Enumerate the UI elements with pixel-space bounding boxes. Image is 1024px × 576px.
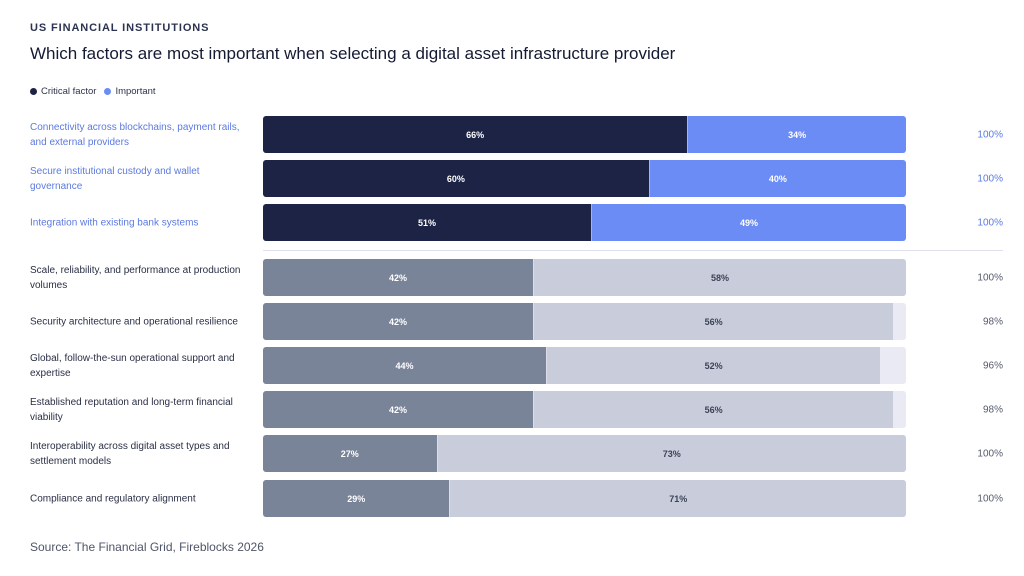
row-label: Security architecture and operational re…	[30, 316, 238, 327]
row-label: Secure institutional custody and wallet …	[30, 165, 200, 192]
bar-segment-critical: 42%	[263, 391, 534, 428]
row-label: Interoperability across digital asset ty…	[30, 440, 230, 467]
legend-item-important: Important	[104, 86, 156, 97]
bar-segment-important: 40%	[648, 160, 906, 197]
source-note: Source: The Financial Grid, Fireblocks 2…	[30, 540, 264, 554]
bar-track: 44% 52%	[263, 347, 906, 384]
chart-title: Which factors are most important when se…	[30, 44, 676, 63]
row-total: 100%	[977, 129, 1003, 140]
bar-track: 42% 58%	[263, 259, 906, 296]
chart-row: Interoperability across digital asset ty…	[0, 435, 1024, 472]
chart-row: Compliance and regulatory alignment 29% 71…	[0, 480, 1024, 517]
bar-segment-critical: 51%	[263, 204, 591, 241]
group-divider	[263, 250, 1003, 251]
bar-track: 29% 71%	[263, 480, 906, 517]
chart-row: Secure institutional custody and wallet …	[0, 160, 1024, 197]
chart-row: Established reputation and long-term fin…	[0, 391, 1024, 428]
chart-row: Global, follow-the-sun operational suppo…	[0, 347, 1024, 384]
bar-segment-critical: 60%	[263, 160, 649, 197]
row-label: Established reputation and long-term fin…	[30, 396, 233, 423]
row-total: 100%	[977, 272, 1003, 283]
legend-dot-critical	[30, 88, 37, 95]
row-label: Global, follow-the-sun operational suppo…	[30, 352, 235, 379]
bar-segment-important: 56%	[533, 303, 894, 340]
bar-segment-important: 73%	[436, 435, 906, 472]
row-total: 100%	[977, 448, 1003, 459]
row-total: 100%	[977, 493, 1003, 504]
row-label: Compliance and regulatory alignment	[30, 493, 196, 504]
row-label: Integration with existing bank systems	[30, 217, 199, 228]
bar-segment-critical: 42%	[263, 303, 534, 340]
bar-segment-important: 58%	[533, 259, 906, 296]
row-total: 96%	[982, 360, 1003, 371]
chart-row: Security architecture and operational re…	[0, 303, 1024, 340]
chart-row: Integration with existing bank systems 51…	[0, 204, 1024, 241]
legend-dot-important	[104, 88, 112, 95]
bar-segment-important: 49%	[590, 204, 906, 241]
bar-segment-critical: 29%	[263, 480, 450, 517]
row-total: 100%	[977, 217, 1003, 228]
row-total: 100%	[977, 173, 1003, 184]
bar-segment-important: 34%	[687, 116, 906, 153]
legend-label-important: Important	[115, 86, 156, 97]
bar-segment-critical: 42%	[263, 259, 534, 296]
row-label: Connectivity across blockchains, payment…	[30, 121, 240, 148]
bar-segment-critical: 27%	[263, 435, 437, 472]
legend-item-critical: Critical factor	[30, 86, 96, 97]
row-total: 98%	[982, 316, 1003, 327]
bar-track: 60% 40%	[263, 160, 906, 197]
chart-row: Connectivity across blockchains, payment…	[0, 116, 1024, 153]
legend-label-critical: Critical factor	[41, 86, 97, 97]
bar-segment-critical: 44%	[263, 347, 546, 384]
bar-segment-important: 71%	[449, 480, 906, 517]
chart-row: Scale, reliability, and performance at p…	[0, 259, 1024, 296]
legend: Critical factor Important	[30, 86, 164, 97]
bar-track: 27% 73%	[263, 435, 906, 472]
bar-segment-important: 52%	[545, 347, 881, 384]
bar-track: 66% 34%	[263, 116, 906, 153]
row-label: Scale, reliability, and performance at p…	[30, 264, 241, 291]
row-total: 98%	[982, 404, 1003, 415]
bar-track: 42% 56%	[263, 303, 906, 340]
eyebrow-label: US FINANCIAL INSTITUTIONS	[30, 22, 210, 34]
bar-track: 42% 56%	[263, 391, 906, 428]
bar-track: 51% 49%	[263, 204, 906, 241]
bar-segment-important: 56%	[533, 391, 894, 428]
bar-segment-critical: 66%	[263, 116, 688, 153]
